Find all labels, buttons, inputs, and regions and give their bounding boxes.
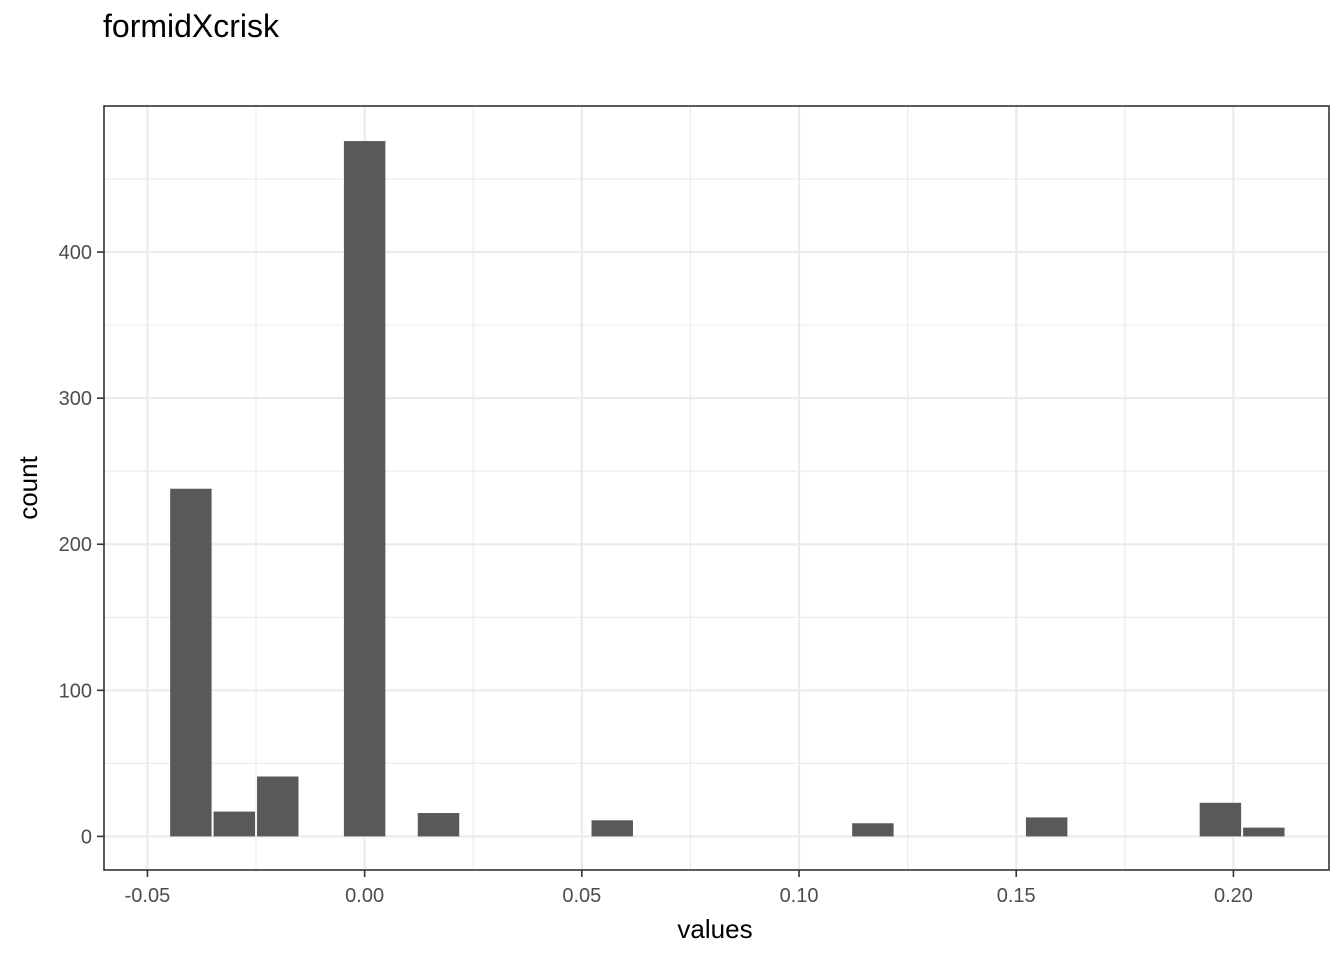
x-tick-label: 0.10	[780, 885, 819, 907]
plot-panel-border	[103, 105, 1330, 871]
x-tick-label: 0.15	[997, 885, 1036, 907]
y-tick-label: 100	[59, 680, 92, 702]
x-tick-label: 0.00	[345, 885, 384, 907]
histogram-bar	[1243, 827, 1285, 837]
y-tick-label: 400	[59, 242, 92, 264]
x-tick-label: -0.05	[125, 885, 171, 907]
y-tick-label: 300	[59, 388, 92, 410]
x-axis: -0.05 0.00 0.05 0.10 0.15 0.20	[125, 870, 1253, 907]
x-axis-title: values	[677, 914, 752, 944]
histogram-bar	[591, 820, 633, 837]
histogram-bars	[170, 141, 1285, 837]
y-tick-label: 200	[59, 534, 92, 556]
chart-title: formidXcrisk	[103, 8, 280, 44]
minor-gridlines	[104, 106, 1329, 870]
histogram-bar	[852, 823, 894, 837]
y-axis: 0 100 200 300 400	[59, 242, 104, 848]
histogram-bar	[170, 488, 212, 837]
histogram-bar	[1199, 802, 1242, 837]
histogram-bar	[257, 776, 299, 837]
x-tick-label: 0.05	[562, 885, 601, 907]
histogram-bar	[343, 141, 386, 837]
major-gridlines	[104, 106, 1329, 870]
y-axis-title: count	[13, 455, 43, 519]
histogram-bar	[417, 813, 460, 837]
histogram-bar	[213, 811, 256, 837]
y-tick-label: 0	[81, 826, 92, 848]
histogram-bar	[1025, 817, 1068, 837]
x-tick-label: 0.20	[1214, 885, 1253, 907]
